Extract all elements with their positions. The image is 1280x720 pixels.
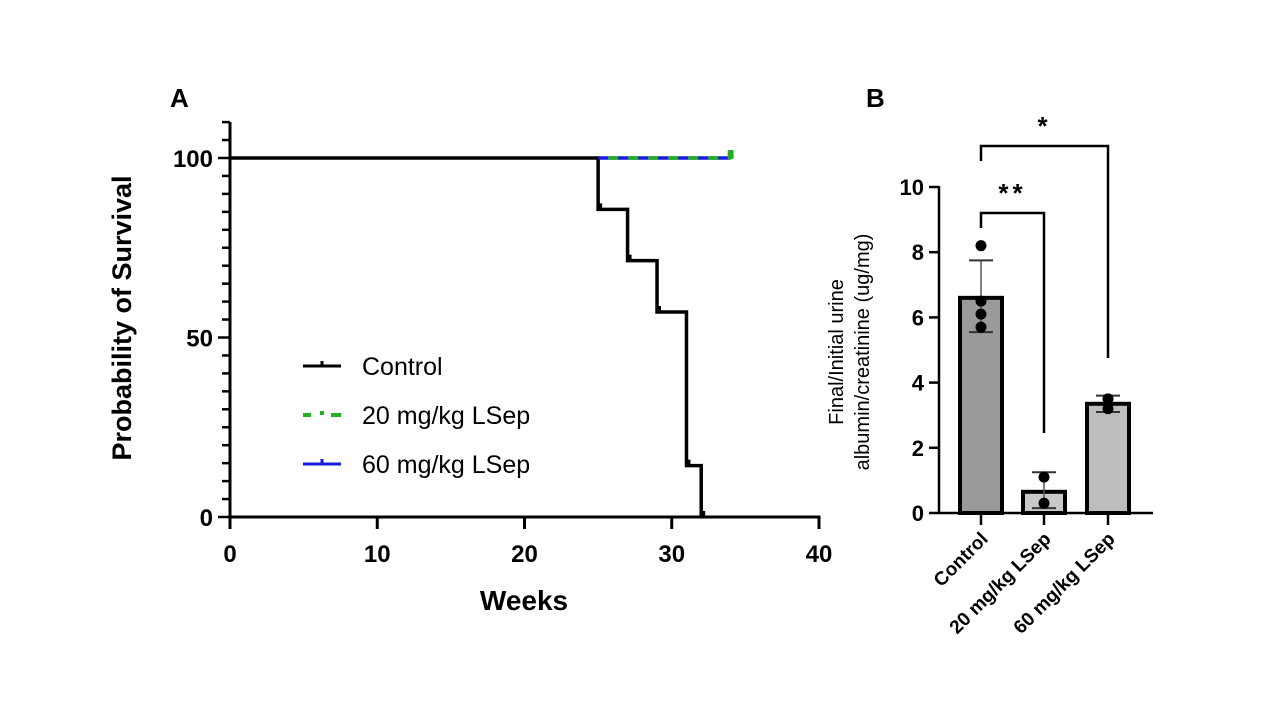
- survival-y-axis-label: Probability of Survival: [107, 175, 137, 460]
- data-point-0: [975, 240, 987, 252]
- panel-label-a: A: [170, 83, 189, 113]
- legend-label-2: 60 mg/kg LSep: [362, 451, 530, 479]
- significance-bracket-1: [979, 144, 1110, 358]
- survival-censor-mark-control: [656, 306, 662, 313]
- survival-censor-mark-control: [626, 254, 632, 261]
- survival-censor-mark-control: [700, 511, 706, 517]
- survival-x-tick-label: 10: [364, 541, 391, 568]
- data-point-0: [975, 308, 987, 320]
- albumin-y-tick-label: 6: [912, 305, 924, 330]
- survival-series: [230, 150, 734, 517]
- data-point-0: [975, 295, 987, 307]
- survival-line-control: [230, 156, 703, 517]
- survival-x-tick-label: 40: [806, 541, 833, 568]
- data-point-2: [1102, 403, 1114, 415]
- survival-axes: 0 50 100 0 10 20 30 40: [173, 120, 833, 568]
- albumin-y-tick-label: 2: [912, 436, 924, 461]
- survival-x-tick-label: 30: [658, 541, 685, 568]
- albumin-y-tick-label: 10: [900, 175, 924, 200]
- albumin-y-tick-label: 0: [912, 501, 924, 526]
- survival-y-tick-label: 50: [186, 326, 213, 353]
- survival-censor-mark-control: [685, 459, 691, 466]
- survival-chart: 0 50 100 0 10 20 30 40 Control 20 mg/kg LSep 60 m…: [107, 120, 833, 616]
- survival-censor-mark-control: [597, 203, 603, 210]
- significance-brackets: ***: [979, 111, 1110, 433]
- panel-label-b: B: [866, 83, 885, 113]
- legend-label-1: 20 mg/kg LSep: [362, 402, 530, 430]
- albumin-y-tick-label: 4: [912, 371, 925, 396]
- data-point-0: [975, 321, 987, 333]
- albumin-y-axis-label-line1: Final/Initial urine: [826, 279, 848, 425]
- significance-bracket-0: [979, 211, 1046, 433]
- data-point-1: [1038, 471, 1050, 483]
- data-point-1: [1038, 497, 1050, 509]
- survival-censor-mark-20mg: [727, 150, 734, 159]
- survival-x-tick-label: 0: [223, 541, 236, 568]
- significance-label-0: **: [998, 178, 1026, 208]
- legend-label-0: Control: [362, 353, 443, 381]
- albumin-y-axis-label-line2: albumin/creatinine (ug/mg): [852, 234, 874, 471]
- data-point-2: [1102, 393, 1114, 405]
- bar-2: [1085, 401, 1131, 516]
- significance-label-1: *: [1037, 111, 1051, 141]
- survival-x-axis-label: Weeks: [480, 585, 568, 616]
- survival-legend: Control 20 mg/kg LSep 60 mg/kg LSep: [303, 353, 530, 479]
- survival-y-tick-label: 0: [200, 505, 213, 532]
- survival-y-tick-label: 100: [173, 146, 213, 173]
- albumin-x-tick-label: Control: [930, 529, 993, 592]
- survival-x-tick-label: 20: [511, 541, 538, 568]
- albumin-y-tick-label: 8: [912, 240, 924, 265]
